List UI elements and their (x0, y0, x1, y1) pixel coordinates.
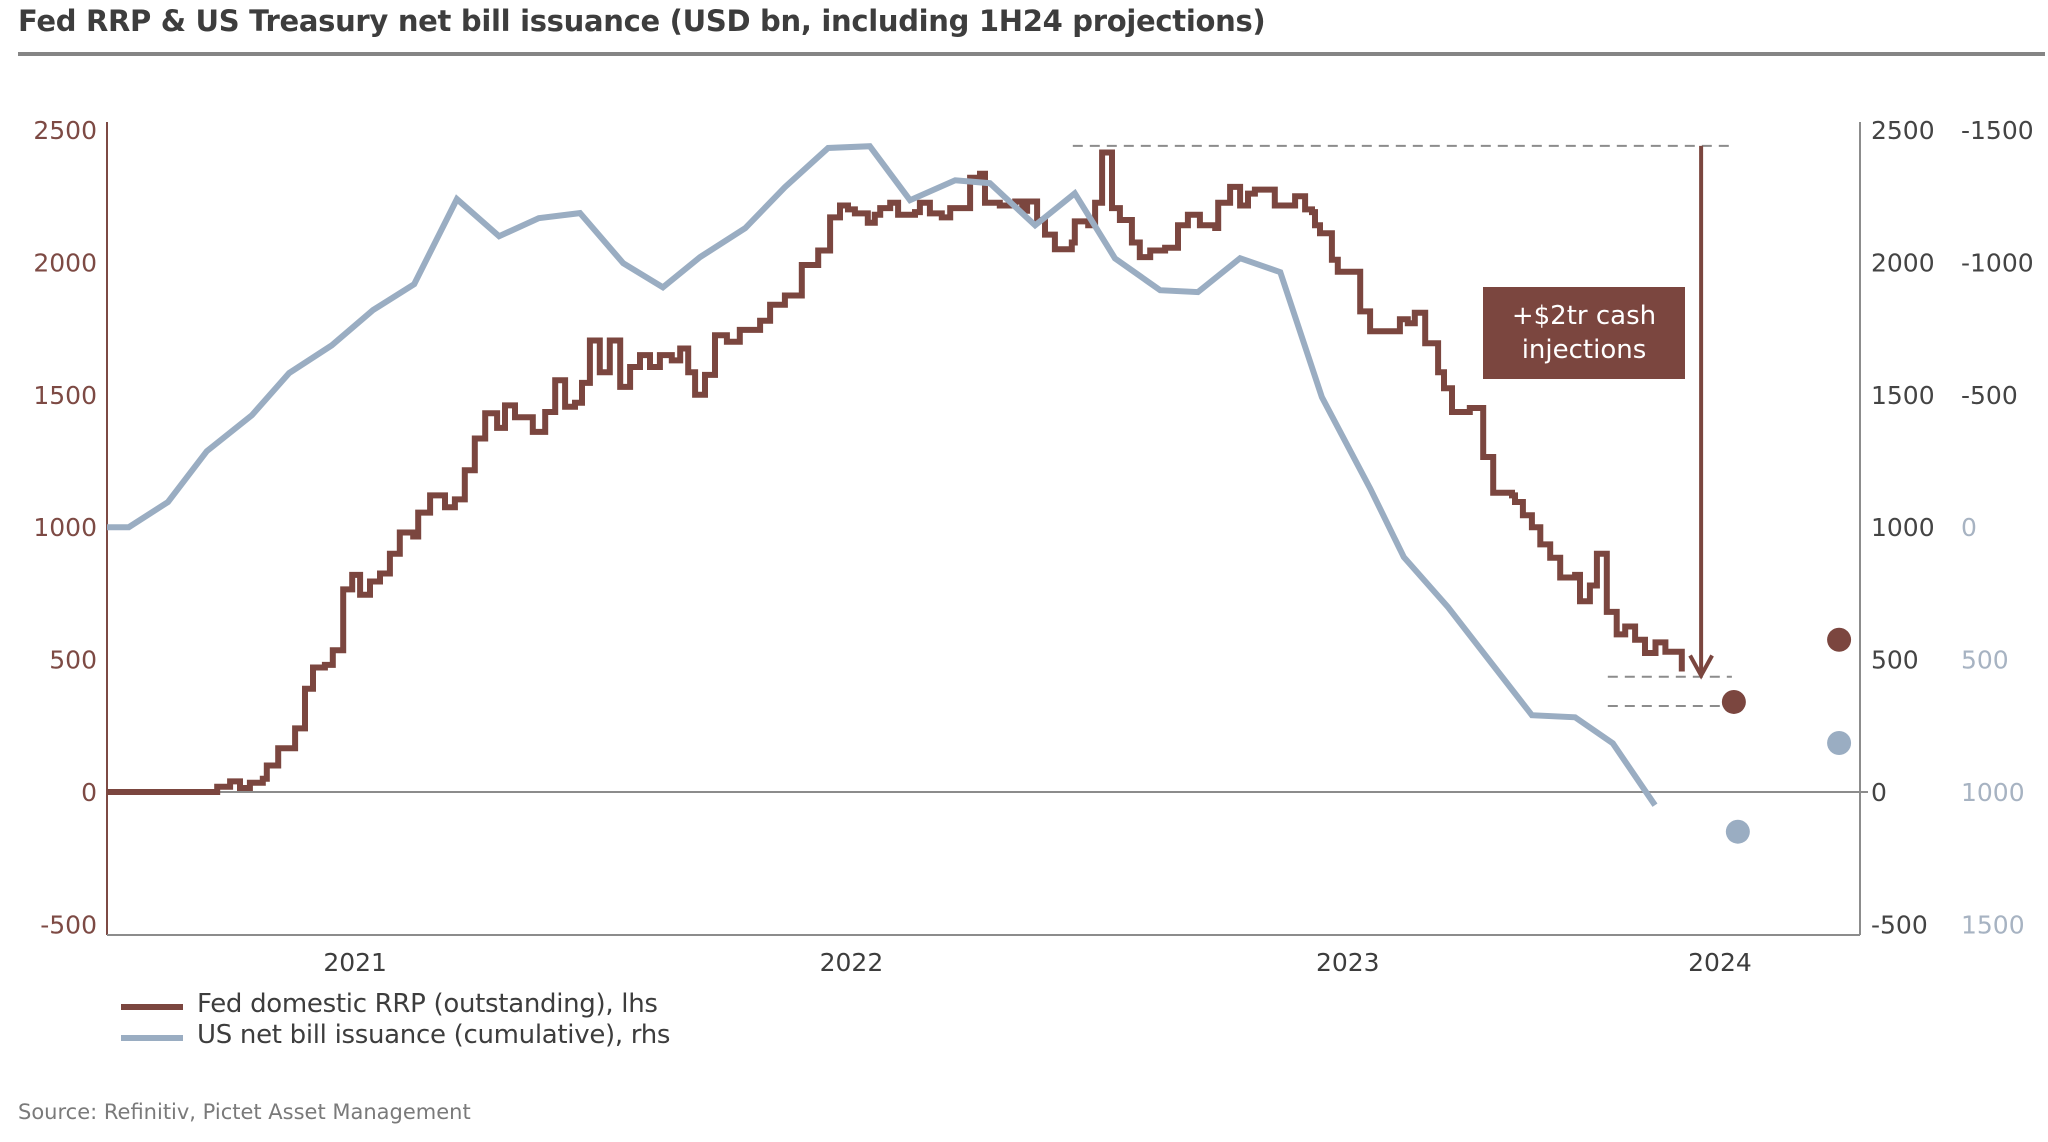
annotation-arrow-head (1688, 654, 1714, 680)
x-tick-label: 2021 (323, 948, 387, 977)
x-tick-label: 2023 (1316, 948, 1380, 977)
legend-swatch-rrp (121, 1003, 183, 1010)
y-right-mirror-tick-label: 1000 (1871, 513, 1935, 542)
y-right-inverted-tick-label: -500 (1961, 381, 2018, 410)
y-right-inverted-tick-label: 1500 (1961, 910, 2025, 939)
annotation-line-1: +$2tr cash (1511, 301, 1657, 331)
x-tick-label: 2022 (820, 948, 884, 977)
projection-dots (1721, 627, 1852, 844)
projection-dot-bills-3 (1827, 731, 1852, 756)
source-note: Source: Refinitiv, Pictet Asset Manageme… (18, 1100, 471, 1124)
axes (106, 122, 1868, 936)
projection-dot-rrp-1 (1827, 627, 1852, 652)
chart-title: Fed RRP & US Treasury net bill issuance … (18, 4, 1266, 38)
series-layer (107, 143, 1685, 807)
annotation-box: +$2tr cash injections (1483, 287, 1685, 379)
legend-label-bills: US net bill issuance (cumulative), rhs (197, 1019, 671, 1050)
legend-item-bills: US net bill issuance (cumulative), rhs (121, 1019, 670, 1050)
legend-swatch-bills (121, 1034, 183, 1041)
x-tick-label: 2024 (1688, 948, 1752, 977)
y-right-inverted-tick-label: -1500 (1961, 116, 2034, 145)
y-right-inverted-tick-label: 0 (1961, 513, 1977, 542)
y-right-mirror-tick-label: 1500 (1871, 381, 1935, 410)
projection-dot-rrp-0 (1721, 689, 1746, 714)
legend: Fed domestic RRP (outstanding), lhs US n… (121, 988, 670, 1050)
y-right-inverted-tick-label: 1000 (1961, 778, 2025, 807)
tick-labels: 2500 2000 1500 1000 500 0 -500 2500 2000 1500 1000… (33, 116, 2033, 977)
projection-dot-bills-2 (1725, 819, 1750, 844)
series-line-bills (107, 143, 1658, 807)
annotation-line-2: injections (1521, 335, 1647, 365)
y-right-inverted-tick-label: -1000 (1961, 248, 2034, 277)
y-right-mirror-tick-label: 2000 (1871, 248, 1935, 277)
y-left-tick-label: 2000 (33, 248, 97, 277)
y-left-tick-label: 2500 (33, 116, 97, 145)
y-left-tick-label: 1000 (33, 513, 97, 542)
title-divider (18, 52, 2045, 56)
y-left-tick-label: 500 (49, 646, 97, 675)
y-right-mirror-tick-label: 500 (1871, 646, 1919, 675)
legend-item-rrp: Fed domestic RRP (outstanding), lhs (121, 988, 670, 1019)
legend-label-rrp: Fed domestic RRP (outstanding), lhs (197, 988, 658, 1019)
y-right-mirror-tick-label: -500 (1871, 910, 1928, 939)
y-left-tick-label: -500 (40, 910, 97, 939)
y-left-tick-label: 0 (81, 778, 97, 807)
annotation-layer (1688, 145, 1714, 680)
series-line-rrp (107, 149, 1685, 795)
y-left-tick-label: 1500 (33, 381, 97, 410)
y-right-inverted-tick-label: 500 (1961, 646, 2009, 675)
reference-lines (1072, 144, 1732, 707)
y-right-mirror-tick-label: 2500 (1871, 116, 1935, 145)
y-right-mirror-tick-label: 0 (1871, 778, 1887, 807)
